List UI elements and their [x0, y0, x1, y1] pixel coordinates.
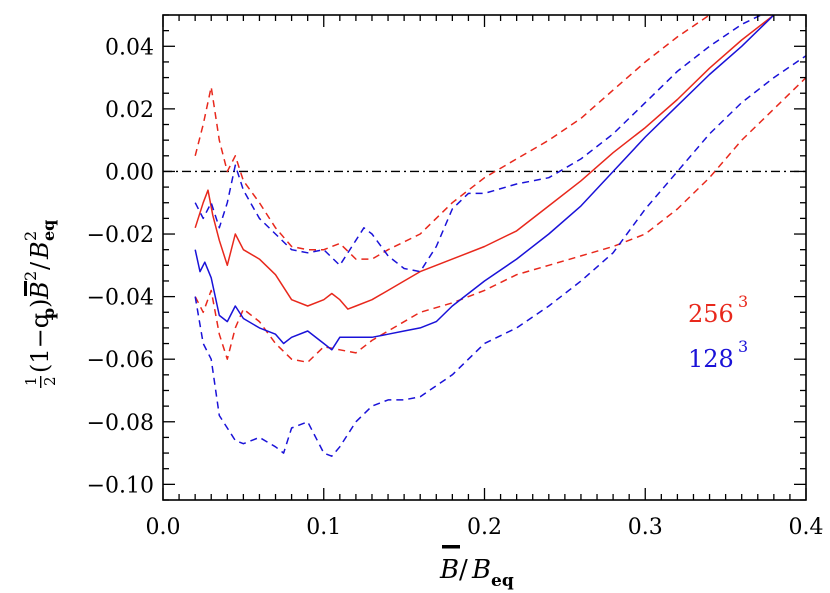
- y-axis-label-base: B: [26, 241, 54, 260]
- y-tick-label: −0.08: [87, 411, 154, 436]
- legend-entry-128: 128 3: [688, 337, 748, 373]
- series-layer: [194, 15, 806, 457]
- y-axis-label-sup2: 2: [21, 271, 40, 281]
- y-tick-label: 0.04: [105, 35, 154, 60]
- x-tick-label: 0.4: [789, 515, 824, 540]
- series-line-1-upper: [194, 15, 711, 260]
- x-axis-label: B / B eq: [439, 545, 514, 591]
- y-tick-label: 0.00: [105, 160, 154, 185]
- x-axis-label-b: B: [439, 555, 459, 585]
- axis-ticks: [162, 14, 807, 501]
- y-axis-label-frac-bar: [40, 376, 42, 388]
- y-axis-label-overbar: [24, 281, 27, 296]
- series-line-2-lower: [194, 77, 806, 364]
- series-line-5-lower: [194, 55, 806, 457]
- y-axis-label-frac-den: 2: [41, 376, 59, 386]
- y-axis-label-b: B: [26, 281, 54, 300]
- x-axis-label-sub: eq: [491, 571, 514, 591]
- legend: 256 3 128 3: [688, 292, 748, 373]
- x-tick-label: 0.2: [467, 515, 502, 540]
- legend-label-128: 128: [688, 345, 734, 373]
- legend-sup-256: 3: [738, 292, 748, 311]
- legend-sup-128: 3: [738, 337, 748, 356]
- y-axis-label-sub-eq: eq: [39, 220, 58, 241]
- x-axis-label-sep: /: [459, 555, 468, 585]
- x-axis-label-overbar: [442, 545, 460, 549]
- y-axis-label-sup-eq: 2: [21, 231, 40, 241]
- series-line-4-upper: [194, 15, 763, 273]
- y-axis-label-text: (1−q: [26, 313, 54, 373]
- x-tick-label: 0.0: [146, 515, 181, 540]
- series-line-3-mean: [194, 15, 776, 351]
- y-axis-label-sub-p: p: [39, 308, 58, 319]
- x-tick-label: 0.3: [628, 515, 663, 540]
- series-line-0-mean: [194, 15, 776, 310]
- plot-frame: [162, 14, 807, 501]
- y-axis-label-sep: /: [26, 261, 54, 270]
- axis-tick-labels: 0.0 0.1 0.2 0.3 0.4 −0.10 −0.08 −0.06 −0.04 −0.02…: [87, 35, 824, 540]
- y-tick-label: 0.02: [105, 98, 154, 123]
- y-axis-label: 1 2 (1−q p ) B 2 / B 2 eq: [21, 220, 59, 388]
- x-tick-label: 0.1: [306, 515, 341, 540]
- y-axis-label-frac-num: 1: [22, 376, 40, 386]
- x-axis-label-base: B: [471, 555, 491, 585]
- y-axis-label-close: ): [26, 299, 54, 308]
- y-tick-label: −0.10: [87, 473, 154, 498]
- y-tick-label: −0.06: [87, 348, 154, 373]
- legend-entry-256: 256 3: [688, 292, 748, 328]
- y-tick-label: −0.02: [87, 223, 154, 248]
- y-tick-label: −0.04: [87, 286, 154, 311]
- legend-label-256: 256: [688, 300, 734, 328]
